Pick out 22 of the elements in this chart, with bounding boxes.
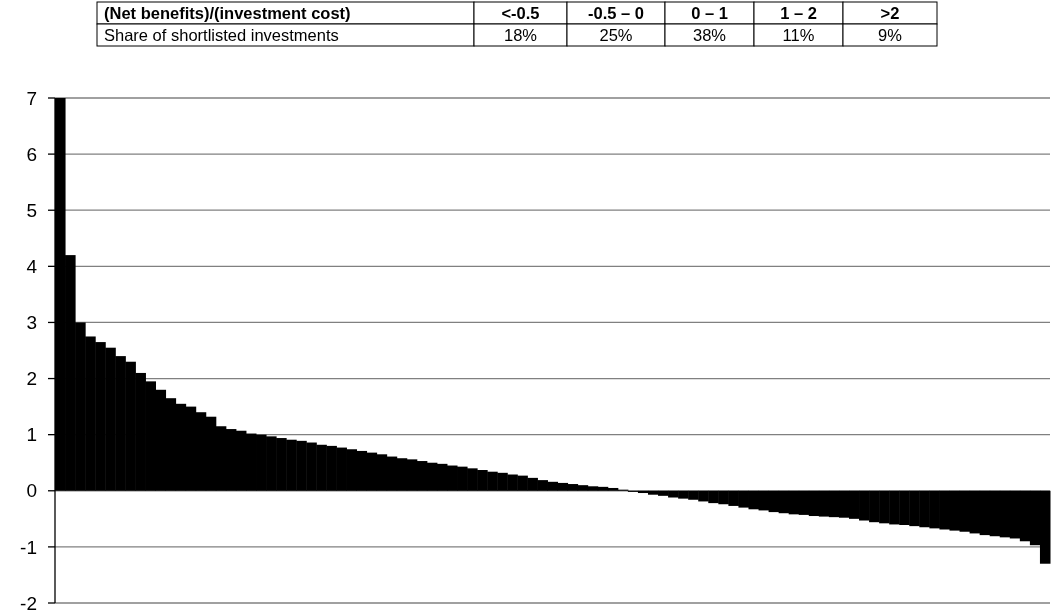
text: 11%	[782, 25, 815, 44]
y-tick-label: 6	[26, 143, 37, 165]
y-tick-label: 2	[26, 368, 37, 390]
y-tick-label: 0	[26, 480, 37, 502]
y-tick-label: 3	[26, 312, 37, 334]
text: 18%	[503, 25, 538, 44]
text: Share of shortlisted investments	[104, 25, 339, 44]
y-tick-label: 1	[26, 424, 37, 446]
y-tick-label: -2	[20, 592, 37, 612]
text: 1 – 2	[780, 3, 817, 22]
text: 0 – 1	[691, 3, 728, 22]
y-tick-label: 4	[26, 255, 38, 277]
text: -0.5 – 0	[588, 3, 644, 22]
text: (Net benefits)/(investment cost)	[104, 3, 351, 22]
text: 9%	[878, 25, 903, 44]
text: <-0.5	[501, 3, 540, 22]
text: 38%	[692, 25, 727, 44]
text: 25%	[599, 25, 633, 44]
y-tick-label: 5	[26, 199, 37, 221]
y-tick-label: -1	[20, 536, 37, 558]
y-tick-label: 7	[26, 87, 37, 109]
text: >2	[880, 3, 900, 22]
